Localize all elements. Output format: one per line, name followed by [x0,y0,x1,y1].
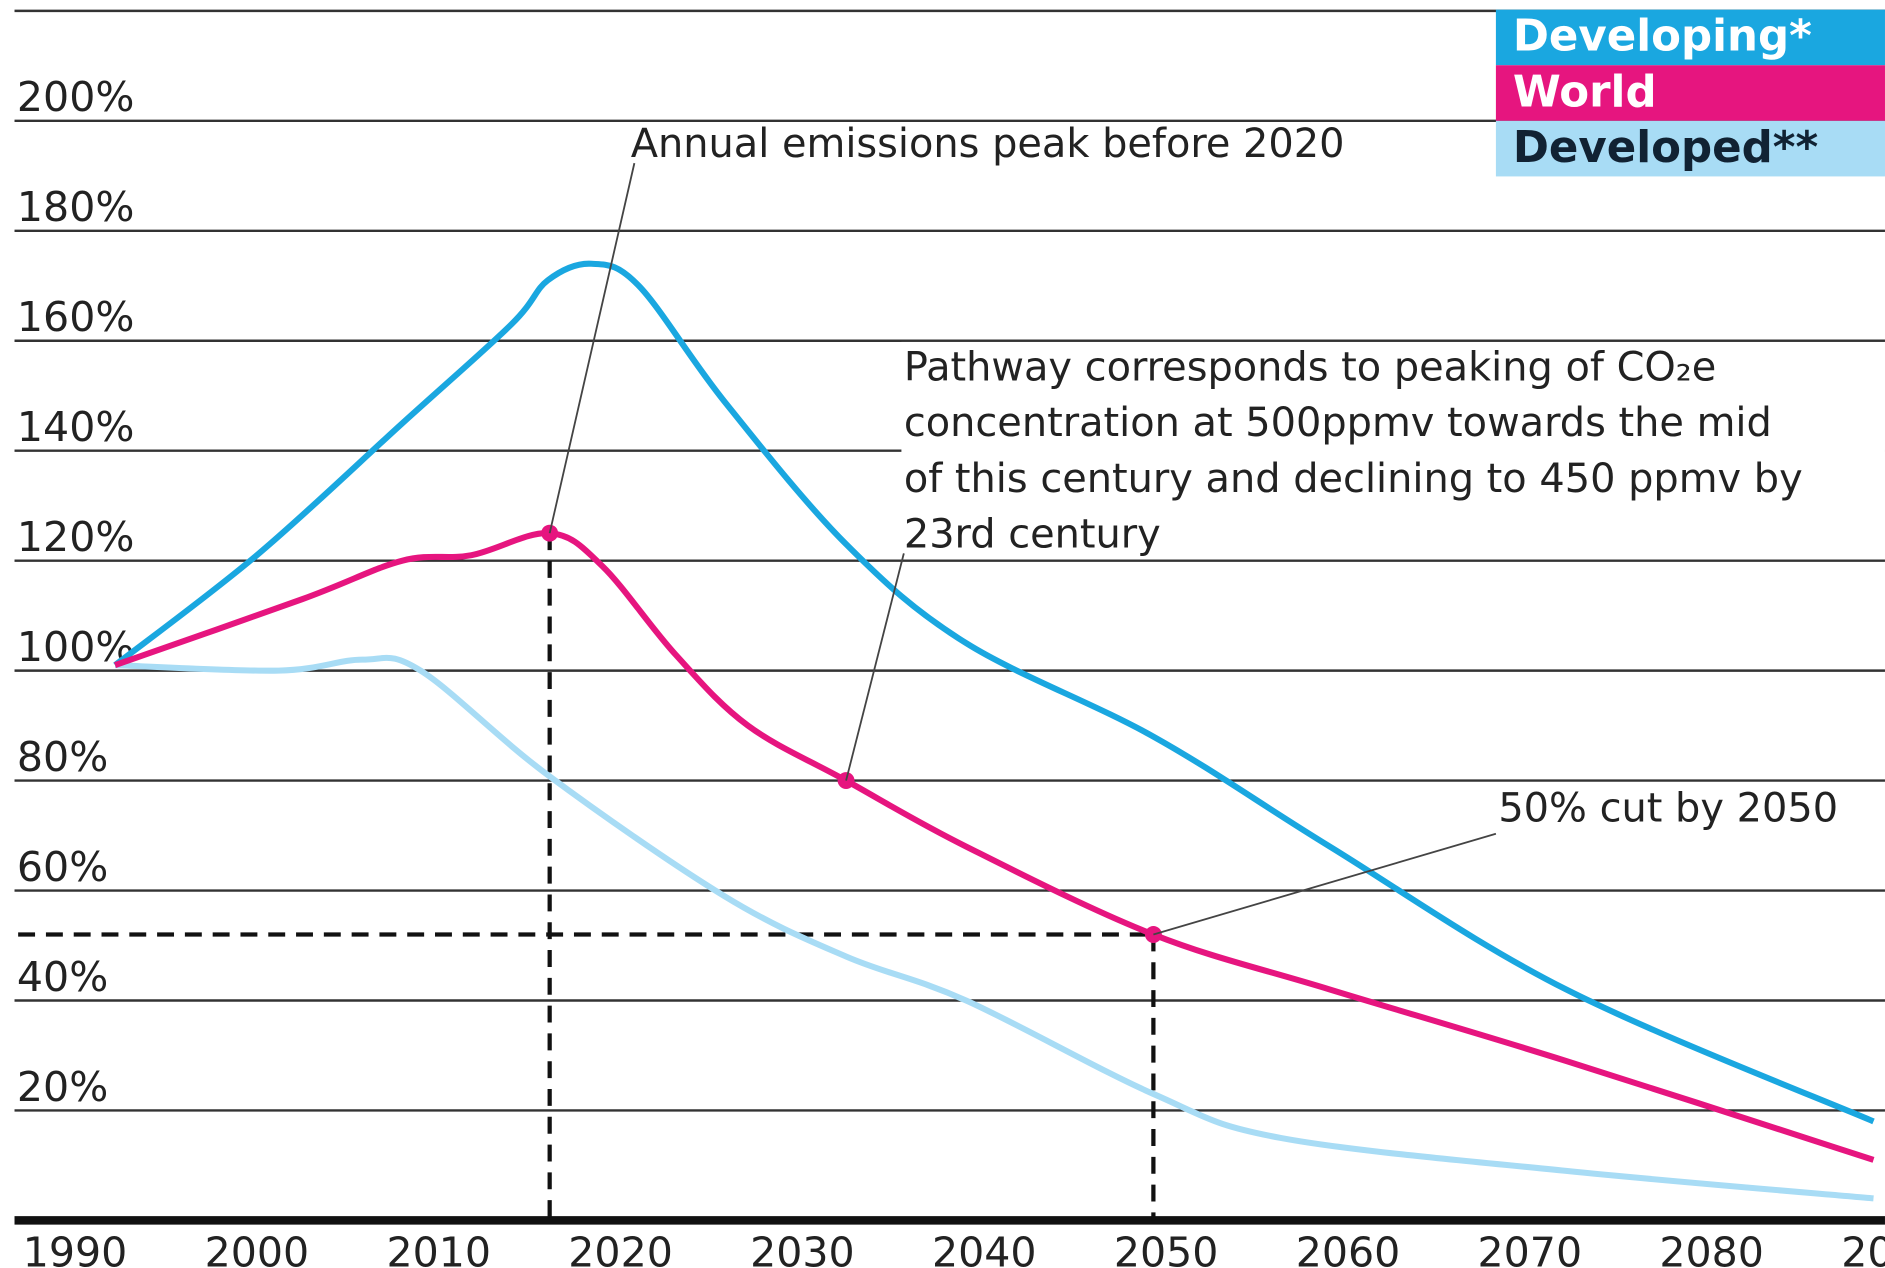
series-line [114,530,1875,1163]
y-tick-label: 80% [17,733,108,781]
y-tick-label: 20% [17,1063,108,1111]
x-tick-label: 2090 [1841,1228,1885,1268]
y-tick-label: 120% [17,513,134,561]
x-tick-label: 2060 [1296,1228,1401,1268]
y-tick-label: 180% [17,183,134,231]
x-tick-label: 1990 [23,1228,128,1268]
annotation-leader [548,162,636,534]
x-tick-label: 2010 [386,1228,491,1268]
annotation: concentration at 500ppmv towards the mid [904,400,1772,446]
series-line [113,260,1875,1125]
legend-label: Developing* [1513,12,1812,62]
legend-swatch [1495,9,1885,66]
y-tick-label: 160% [17,293,134,341]
annotation-bg [901,341,1885,554]
x-tick-label: 2020 [568,1228,673,1268]
annotation-leader [845,553,905,781]
x-tick-label: 2000 [205,1228,310,1268]
x-tick-label: 2070 [1478,1228,1583,1268]
x-tick-label: 2040 [932,1228,1037,1268]
annotation: Pathway corresponds to peaking of CO₂e [904,345,1716,391]
x-tick-label: 2030 [750,1228,855,1268]
y-tick-label: 60% [17,843,108,891]
legend-swatch [1495,120,1885,177]
legend-label: World [1513,67,1657,117]
world-marker [1144,926,1162,943]
legend-label: Developed** [1513,123,1818,173]
legend-swatch [1495,65,1885,121]
x-tick-label: 2080 [1659,1228,1764,1268]
y-tick-label: 140% [17,403,134,451]
annotation: Annual emissions peak before 2020 [631,121,1345,167]
annotation: of this century and declining to 450 ppm… [904,456,1803,502]
y-tick-label: 200% [17,73,134,121]
annotation: 50% cut by 2050 [1498,786,1838,832]
annotation-leader [1153,832,1497,936]
y-tick-label: 40% [17,953,108,1001]
x-tick-label: 2050 [1114,1228,1219,1268]
series-line [114,654,1874,1202]
annotation: 23rd century [904,511,1161,557]
